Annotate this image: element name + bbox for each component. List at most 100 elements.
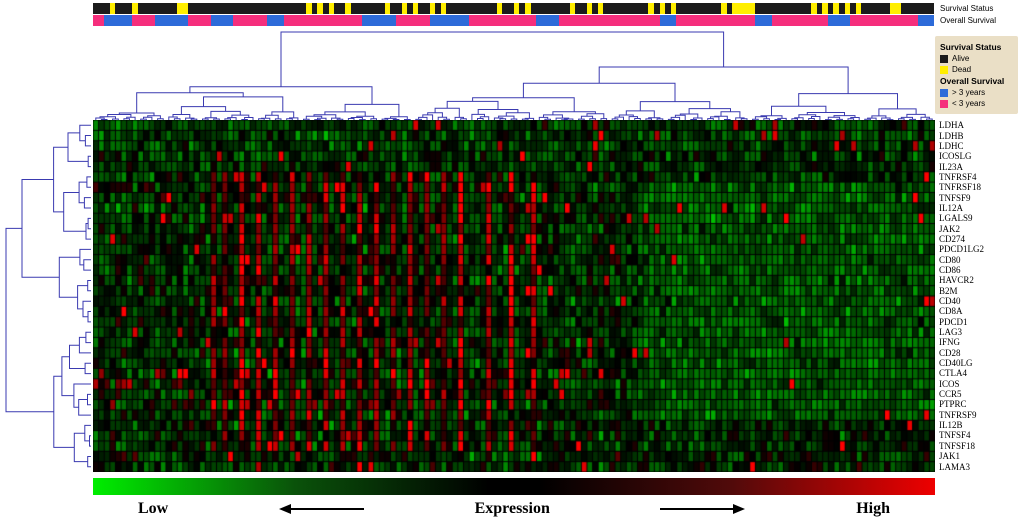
- gene-label: TNFRSF4: [939, 171, 977, 182]
- expression-colorbar: [93, 478, 935, 495]
- annotation-cell: [306, 15, 312, 26]
- annotation-cell: [496, 15, 503, 26]
- annotation-cell: [463, 3, 469, 14]
- annotation-cell: [642, 15, 649, 26]
- annotation-cell: [687, 3, 694, 14]
- gene-label: IL12B: [939, 420, 963, 431]
- annotation-cell: [665, 15, 671, 26]
- gene-label: IFNG: [939, 337, 961, 348]
- annotation-cell: [827, 15, 834, 26]
- annotation-cell: [603, 3, 610, 14]
- legend-item-label: < 3 years: [952, 99, 986, 108]
- annotation-cell: [541, 15, 548, 26]
- annotation-track-overall-survival: [93, 15, 935, 26]
- annotation-cell: [861, 3, 868, 14]
- annotation-cell: [597, 15, 604, 26]
- annotation-cell: [390, 3, 396, 14]
- annotation-cell: [732, 3, 739, 14]
- annotation-cell: [726, 15, 733, 26]
- annotation-cell: [328, 15, 335, 26]
- annotation-cell: [878, 3, 884, 14]
- annotation-cell: [698, 15, 705, 26]
- annotation-cell: [160, 3, 166, 14]
- gene-label: HAVCR2: [939, 275, 974, 286]
- annotation-cell: [418, 3, 424, 14]
- colorbar-labels: Low Expression High: [93, 496, 935, 522]
- annotation-cell: [833, 3, 840, 14]
- annotation-cell: [569, 3, 576, 14]
- annotation-cell: [710, 15, 716, 26]
- annotation-cell: [233, 3, 239, 14]
- annotation-cell: [250, 15, 256, 26]
- annotation-cell: [631, 3, 638, 14]
- legend-title-survival-status: Survival Status: [940, 42, 1002, 52]
- gene-label: LAG3: [939, 327, 962, 338]
- legend-item-gt3years: > 3 years: [940, 88, 1013, 97]
- annotation-cell: [855, 3, 862, 14]
- annotation-cell: [777, 3, 783, 14]
- annotation-cell: [536, 15, 542, 26]
- annotation-cell: [782, 15, 789, 26]
- legend-item-label: Dead: [952, 65, 972, 74]
- annotation-cell: [395, 3, 402, 14]
- annotation-cell: [238, 15, 245, 26]
- annotation-cell: [149, 15, 155, 26]
- annotation-cell: [895, 3, 901, 14]
- annotation-cell: [165, 3, 172, 14]
- annotation-cell: [721, 15, 727, 26]
- gene-label: CD86: [939, 264, 961, 275]
- annotation-cell: [435, 3, 441, 14]
- gene-label: IL12A: [939, 202, 963, 213]
- annotation-cell: [777, 15, 783, 26]
- annotation-cell: [322, 3, 329, 14]
- annotation-cell: [558, 15, 565, 26]
- annotation-cell: [906, 15, 912, 26]
- annotation-cell: [928, 15, 935, 26]
- annotation-cell: [216, 15, 223, 26]
- annotation-cell: [188, 3, 194, 14]
- annotation-cell: [412, 15, 419, 26]
- annotation-cell: [423, 3, 430, 14]
- gene-label: TNFSF9: [939, 192, 971, 203]
- annotation-cell: [362, 15, 368, 26]
- annotation-cell: [911, 3, 918, 14]
- annotation-cell: [137, 15, 144, 26]
- gene-label: TNFRSF9: [939, 409, 977, 420]
- annotation-cell: [519, 15, 525, 26]
- gene-label: CTLA4: [939, 368, 967, 379]
- annotation-cell: [581, 3, 587, 14]
- annotation-cell: [238, 3, 245, 14]
- annotation-cell: [373, 3, 380, 14]
- annotation-cell: [446, 3, 452, 14]
- annotation-cell: [693, 15, 699, 26]
- annotation-cell: [384, 3, 391, 14]
- annotation-cell: [867, 3, 873, 14]
- annotation-cell: [278, 3, 284, 14]
- annotation-cell: [115, 3, 122, 14]
- colorbar-high-label: High: [856, 500, 890, 517]
- annotation-cell: [345, 15, 352, 26]
- annotation-cell: [132, 3, 138, 14]
- annotation-cell: [199, 3, 206, 14]
- annotation-cell: [272, 15, 279, 26]
- annotation-cell: [603, 15, 610, 26]
- gene-label: CD80: [939, 254, 961, 265]
- annotation-cell: [311, 15, 318, 26]
- annotation-cell: [788, 15, 795, 26]
- annotation-cell: [704, 3, 711, 14]
- annotation-cell: [754, 15, 761, 26]
- annotation-cell: [210, 3, 217, 14]
- annotation-cell: [345, 3, 352, 14]
- annotation-cell: [137, 3, 144, 14]
- annotation-cell: [177, 15, 183, 26]
- legend-item-label: Alive: [952, 54, 970, 63]
- row-dendrogram: [5, 124, 91, 468]
- annotation-track-label-overall-survival: Overall Survival: [940, 16, 997, 25]
- annotation-cell: [373, 15, 380, 26]
- annotation-cell: [502, 3, 509, 14]
- annotation-cell: [805, 3, 811, 14]
- annotation-cell: [334, 3, 340, 14]
- annotation-cell: [205, 3, 211, 14]
- annotation-cell: [855, 15, 862, 26]
- annotation-cell: [508, 15, 514, 26]
